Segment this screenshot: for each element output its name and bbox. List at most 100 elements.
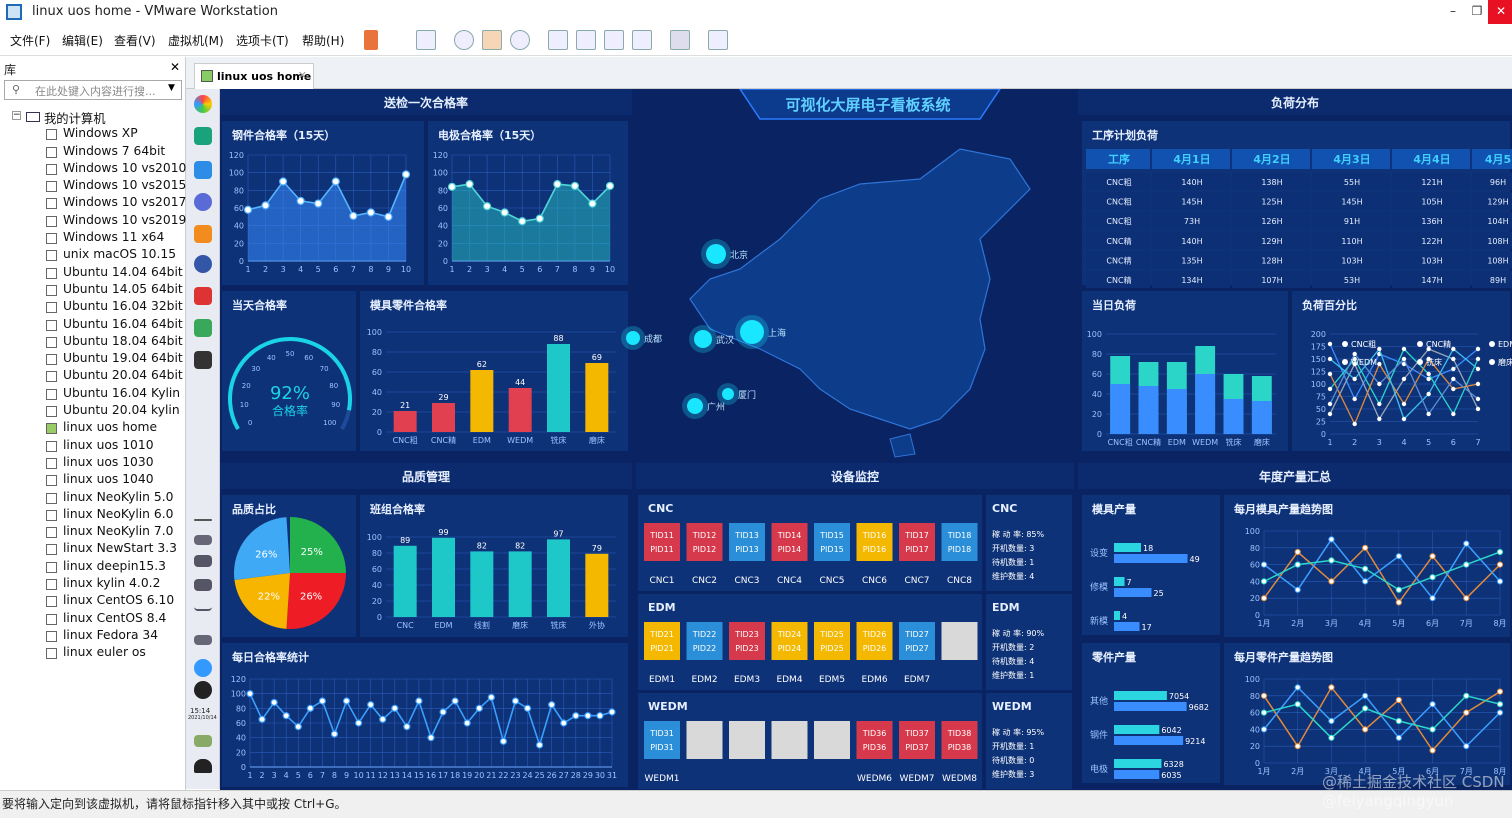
vm-item[interactable]: Ubuntu 14.05 64bit <box>12 282 186 299</box>
store-icon[interactable] <box>194 225 212 243</box>
minimize-button[interactable]: – <box>1450 4 1456 18</box>
edm-machine-name: EDM2 <box>691 675 717 685</box>
notification-bell-icon[interactable] <box>194 759 212 773</box>
vm-item[interactable]: Ubuntu 20.04 64bit <box>12 368 186 385</box>
loadpct-legend: 磨床 <box>1498 357 1512 367</box>
vm-item[interactable]: Ubuntu 14.04 64bit <box>12 265 186 282</box>
send-keys-icon[interactable] <box>416 30 436 50</box>
menu-view[interactable]: 查看(V) <box>114 34 156 48</box>
moldtrend-chart-point <box>1395 553 1402 560</box>
partout-chart-category: 其他 <box>1090 695 1108 707</box>
network-icon[interactable] <box>194 659 212 677</box>
moldtrend-chart-point <box>1496 561 1504 568</box>
vm-icon <box>46 233 57 245</box>
full-screen-icon[interactable] <box>604 30 624 50</box>
unity-icon[interactable] <box>632 30 652 50</box>
tab-linux-uos-home[interactable]: linux uos home ✕ <box>194 63 314 89</box>
music-icon[interactable] <box>194 193 212 211</box>
vm-item[interactable]: Ubuntu 18.04 64bit <box>12 334 186 351</box>
settings-icon[interactable] <box>194 255 212 273</box>
power-icon[interactable] <box>194 681 212 699</box>
tree-root[interactable]: − 我的计算机 <box>12 109 186 126</box>
revert-snapshot-icon[interactable] <box>482 30 502 50</box>
library-search-input[interactable]: 在此处键入内容进行搜... <box>4 80 182 100</box>
vm-item[interactable]: Windows 7 64bit <box>12 144 186 161</box>
tab-close-button[interactable]: ✕ <box>297 69 307 82</box>
daily-chart-xtick: 19 <box>462 771 472 780</box>
vm-item[interactable]: linux CentOS 8.4 <box>12 611 186 628</box>
menu-help[interactable]: 帮助(H) <box>302 34 345 48</box>
vm-item[interactable]: Windows 10 vs2017 <box>12 195 186 212</box>
snapshot-icon[interactable] <box>454 30 474 50</box>
pause-icon[interactable] <box>364 30 378 50</box>
vm-item[interactable]: Windows 10 vs2019 <box>12 213 186 230</box>
qt-creator-icon[interactable] <box>194 319 212 337</box>
terminal-red-icon[interactable] <box>194 287 212 305</box>
sidebar-toggle-icon[interactable] <box>548 30 568 50</box>
console-view-icon[interactable] <box>670 30 690 50</box>
vm-item[interactable]: Windows XP <box>12 126 186 143</box>
vm-item[interactable]: linux Fedora 34 <box>12 628 186 645</box>
maximize-button[interactable]: ❐ <box>1471 4 1483 18</box>
steel-chart-xtick: 4 <box>298 265 303 274</box>
vm-item[interactable]: linux euler os <box>12 645 186 662</box>
volume-icon[interactable] <box>194 555 212 567</box>
vm-item[interactable]: linux uos 1010 <box>12 438 186 455</box>
snapshot-manager-icon[interactable] <box>510 30 530 50</box>
keyboard-icon[interactable] <box>194 535 212 545</box>
vm-item[interactable]: Windows 11 x64 <box>12 230 186 247</box>
daily-chart-ytick: 60 <box>236 719 246 728</box>
vm-item[interactable]: Windows 10 vs2010 <box>12 161 186 178</box>
vm-item[interactable]: linux uos home <box>12 420 186 437</box>
menu-file[interactable]: 文件(F) <box>10 34 51 48</box>
pen-icon[interactable] <box>194 579 212 591</box>
daily-chart-point <box>415 697 423 705</box>
tray-icon[interactable] <box>194 735 212 747</box>
vm-item[interactable]: linux NeoKylin 5.0 <box>12 490 186 507</box>
clock-date: 2021/10/14 <box>188 715 217 721</box>
vm-item[interactable]: linux deepin15.3 <box>12 559 186 576</box>
parttrend-chart-ytick: 0 <box>1255 759 1260 768</box>
wedm-pid: PID31 <box>650 743 674 752</box>
vm-item[interactable]: linux NewStart 3.3 <box>12 541 186 558</box>
vm-item[interactable]: Ubuntu 20.04 kylin <box>12 403 186 420</box>
browser-icon[interactable] <box>194 161 212 179</box>
search-dropdown-icon[interactable]: ▼ <box>168 83 175 93</box>
terminal-icon[interactable] <box>194 351 212 369</box>
menu-tabs[interactable]: 选项卡(T) <box>236 34 289 48</box>
chevron-down-icon[interactable] <box>194 601 212 611</box>
vm-item[interactable]: Ubuntu 16.04 Kylin <box>12 386 186 403</box>
dayload-ytick: 20 <box>1092 410 1102 419</box>
vm-item[interactable]: Ubuntu 19.04 64bit <box>12 351 186 368</box>
vm-item[interactable]: linux NeoKylin 7.0 <box>12 524 186 541</box>
close-button[interactable]: ✕ <box>1488 0 1512 24</box>
vm-item[interactable]: linux kylin 4.0.2 <box>12 576 186 593</box>
daily-chart-xtick: 5 <box>296 771 301 780</box>
edm-status-box <box>771 622 808 660</box>
menu-edit[interactable]: 编辑(E) <box>62 34 103 48</box>
city-point <box>626 331 640 345</box>
vm-item[interactable]: linux uos 1030 <box>12 455 186 472</box>
status-bar: 要将输入定向到该虚拟机，请将鼠标指针移入其中或按 Ctrl+G。 <box>0 790 1512 818</box>
dayload-xtick: WEDM <box>1192 438 1218 447</box>
dashboard-screen[interactable]: 送检一次合格率 负荷分布 品质管理 设备监控 年度产量汇总 可视化大屏电子看板系统 钢件合格… <box>220 89 1512 790</box>
vm-item[interactable]: Windows 10 vs2015 <box>12 178 186 195</box>
stretch-icon[interactable] <box>708 30 728 50</box>
classpass-chart-data-label: 82 <box>515 541 525 550</box>
vm-item[interactable]: linux uos 1040 <box>12 472 186 489</box>
vm-item[interactable]: linux NeoKylin 6.0 <box>12 507 186 524</box>
dayload-ytick: 100 <box>1087 330 1102 339</box>
vm-item[interactable]: linux CentOS 6.10 <box>12 593 186 610</box>
launcher-icon[interactable] <box>194 95 212 113</box>
vm-item[interactable]: Ubuntu 16.04 64bit <box>12 317 186 334</box>
library-close-button[interactable]: ✕ <box>170 60 181 74</box>
pie-slice <box>234 573 290 629</box>
menu-vm[interactable]: 虚拟机(M) <box>168 34 224 48</box>
vm-item[interactable]: Ubuntu 16.04 32bit <box>12 299 186 316</box>
files-icon[interactable] <box>194 127 212 145</box>
screenshot-icon[interactable] <box>194 635 212 645</box>
vm-item[interactable]: unix macOS 10.15 <box>12 247 186 264</box>
thumbnail-bar-icon[interactable] <box>576 30 596 50</box>
plan-cell <box>1086 173 1150 190</box>
collapse-icon[interactable]: − <box>12 110 21 120</box>
